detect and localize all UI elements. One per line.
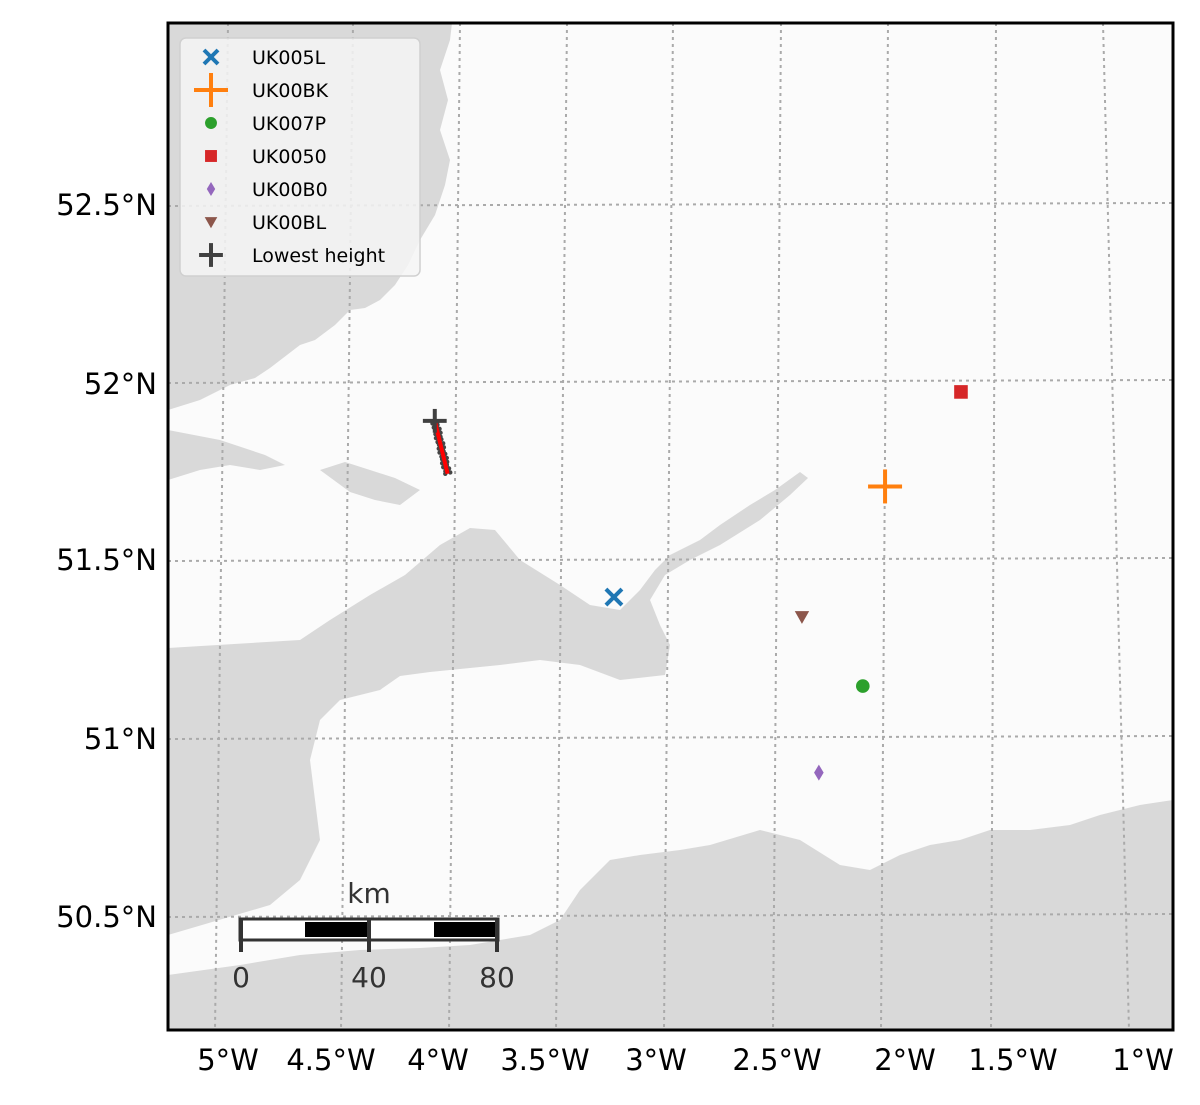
track-point: [448, 470, 453, 475]
sea-bristol-channel: [168, 472, 808, 935]
scale-bar-segment-2: [305, 922, 368, 937]
lon-tick-label: 5°W: [197, 1043, 259, 1077]
sea-english-channel: [168, 800, 1173, 1030]
lon-tick-label: 2°W: [874, 1043, 936, 1077]
legend-label: UK007P: [252, 113, 326, 135]
scale-bar-label-0: 0: [232, 961, 250, 994]
map-area: [168, 23, 1173, 1030]
legend-entry: UK00BL: [204, 212, 327, 234]
legend-label: UK005L: [252, 47, 326, 69]
legend-entry: Lowest height: [199, 243, 385, 267]
legend-entry: UK00B0: [206, 179, 328, 201]
sea-milford-haven: [168, 430, 285, 480]
legend-box: [179, 37, 421, 277]
legend-marker-icon: [202, 48, 220, 66]
lat-tick-label: 51.5°N: [56, 543, 157, 577]
scale-bar-unit: km: [347, 877, 391, 910]
legend-entries: UK005L UK00BK UK007P UK0050 UK00B0 UK00BL Lowe…: [194, 47, 385, 267]
lat-tick-label: 52°N: [84, 367, 157, 401]
station-marker-uk0050: [954, 385, 968, 399]
stations-layer: [422, 385, 968, 781]
station-marker-uk00b0: [814, 764, 824, 781]
longitude-tick-labels: 5°W 4.5°W 4°W 3.5°W 3°W 2.5°W 2°W 1.5°W 1°W: [197, 1043, 1174, 1077]
plot-frame: [166, 21, 1175, 1032]
legend-marker-icon: [206, 182, 216, 196]
legend-marker-icon: [194, 73, 228, 107]
station-marker-uk00bk: [868, 469, 903, 504]
legend-entry: UK00BK: [194, 73, 329, 107]
legend-label: Lowest height: [252, 245, 385, 267]
legend-marker-icon: [205, 150, 217, 162]
station-marker-uk00bl: [794, 611, 810, 624]
sea-carmarthen-bay: [320, 462, 420, 505]
lon-tick-label: 4.5°W: [286, 1043, 375, 1077]
legend-label: UK00BL: [252, 212, 327, 234]
lon-tick-label: 3.5°W: [500, 1043, 589, 1077]
track-line: [432, 420, 450, 475]
legend-marker-icon: [204, 217, 218, 229]
legend-label: UK00BK: [252, 80, 329, 102]
scale-bar: km 0 40 80: [232, 877, 515, 994]
legend-label: UK00B0: [252, 179, 328, 201]
scale-bar-segment-4: [434, 922, 496, 937]
lon-tick-label: 1.5°W: [968, 1043, 1057, 1077]
lat-tick-label: 51°N: [84, 722, 157, 756]
legend-entry: UK005L: [202, 47, 326, 69]
land-wales: [168, 23, 1173, 1030]
lon-tick-label: 1°W: [1112, 1043, 1174, 1077]
latitude-tick-labels: 52.5°N 52°N 51.5°N 51°N 50.5°N: [56, 188, 157, 934]
legend-marker-icon: [199, 243, 223, 267]
lon-tick-label: 2.5°W: [732, 1043, 821, 1077]
scale-bar-label-40: 40: [351, 961, 387, 994]
lowest-height-marker: [422, 408, 447, 433]
legend: UK005L UK00BK UK007P UK0050 UK00B0 UK00BL Lowe…: [179, 37, 421, 277]
lat-tick-label: 50.5°N: [56, 900, 157, 934]
legend-entry: UK007P: [205, 113, 326, 135]
station-marker-uk007p: [856, 679, 870, 693]
station-marker-uk005l: [604, 587, 624, 607]
lon-tick-label: 4°W: [407, 1043, 469, 1077]
legend-entry: UK0050: [205, 146, 327, 168]
scale-bar-label-80: 80: [479, 961, 515, 994]
lon-tick-label: 3°W: [625, 1043, 687, 1077]
lat-tick-label: 52.5°N: [56, 188, 157, 222]
legend-label: UK0050: [252, 146, 327, 168]
legend-marker-icon: [205, 117, 217, 129]
